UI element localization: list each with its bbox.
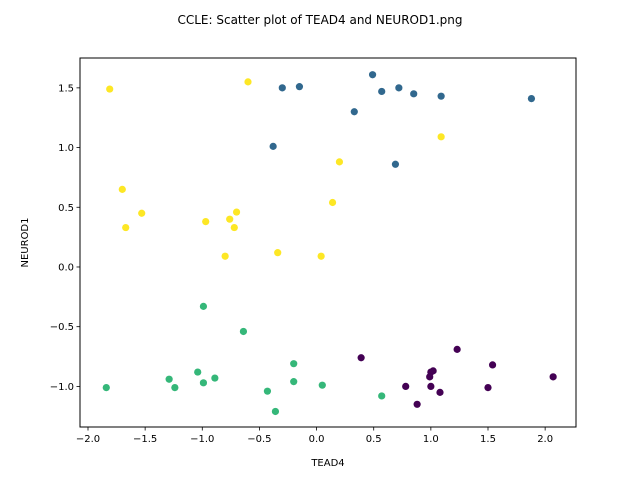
- y-tick-label: −0.5: [50, 322, 74, 333]
- data-point: [194, 368, 202, 376]
- x-tick-label: 0.5: [366, 434, 382, 445]
- data-point: [295, 83, 304, 91]
- data-point: [350, 108, 358, 116]
- x-axis-label: TEAD4: [310, 458, 344, 469]
- y-tick-label: 1.0: [58, 143, 74, 154]
- data-point: [317, 252, 325, 260]
- y-tick-label: 0.5: [58, 203, 74, 214]
- y-tick-label: −1.0: [50, 382, 74, 393]
- data-point: [426, 373, 434, 381]
- data-point: [429, 367, 437, 375]
- data-point: [211, 374, 219, 382]
- data-point: [226, 215, 234, 223]
- data-point: [230, 223, 238, 232]
- y-axis-ticks: −1.0 −0.5 0.0 0.5 1.0 1.5: [50, 83, 80, 393]
- x-tick-label: 1.0: [423, 434, 439, 445]
- points-layer: [102, 71, 557, 416]
- data-point: [244, 78, 252, 86]
- data-point: [484, 383, 492, 392]
- x-tick-label: −2.0: [76, 434, 100, 445]
- data-point: [263, 387, 272, 395]
- data-point: [357, 354, 365, 362]
- data-point: [232, 208, 241, 216]
- x-tick-label: 1.5: [480, 434, 496, 445]
- y-tick-label: 1.5: [58, 83, 74, 94]
- data-point: [165, 375, 173, 383]
- x-tick-label: −0.5: [247, 434, 271, 445]
- data-point: [271, 407, 280, 416]
- data-point: [410, 90, 418, 98]
- data-point: [427, 382, 435, 390]
- data-point: [378, 392, 386, 400]
- data-point: [488, 361, 497, 369]
- data-point: [368, 71, 377, 79]
- data-point: [202, 218, 210, 226]
- data-point: [199, 302, 208, 310]
- data-point: [335, 158, 344, 166]
- data-point: [106, 85, 114, 93]
- data-point: [378, 87, 386, 96]
- chart-title: CCLE: Scatter plot of TEAD4 and NEUROD1.…: [177, 13, 462, 27]
- x-tick-label: 2.0: [537, 434, 553, 445]
- data-point: [413, 400, 421, 408]
- data-point: [290, 378, 298, 386]
- data-point: [171, 383, 179, 392]
- data-point: [402, 382, 410, 390]
- x-tick-label: −1.5: [133, 434, 157, 445]
- data-point: [118, 185, 126, 193]
- data-point: [453, 345, 461, 353]
- data-point: [102, 383, 110, 392]
- data-point: [221, 252, 229, 260]
- data-point: [199, 379, 208, 387]
- data-point: [122, 223, 130, 232]
- plot-frame: [79, 57, 577, 428]
- data-point: [318, 381, 326, 389]
- data-point: [269, 142, 277, 150]
- data-point: [138, 209, 146, 217]
- y-tick-label: 0.0: [58, 262, 74, 273]
- y-axis-label: NEUROD1: [20, 218, 31, 268]
- x-tick-label: 0.0: [309, 434, 325, 445]
- data-point: [436, 388, 444, 396]
- data-point: [274, 249, 282, 257]
- x-axis-ticks: −2.0 −1.5 −1.0 −0.5 0.0 0.5 1.0 1.5 2.0: [76, 427, 553, 445]
- data-point: [549, 373, 557, 381]
- data-point: [437, 92, 445, 100]
- data-point: [527, 95, 536, 103]
- data-point: [278, 84, 286, 92]
- data-point: [328, 198, 337, 207]
- data-point: [395, 84, 403, 92]
- data-point: [437, 133, 445, 141]
- x-tick-label: −1.0: [190, 434, 214, 445]
- data-point: [290, 360, 298, 368]
- data-point: [239, 327, 248, 336]
- data-point: [391, 160, 400, 168]
